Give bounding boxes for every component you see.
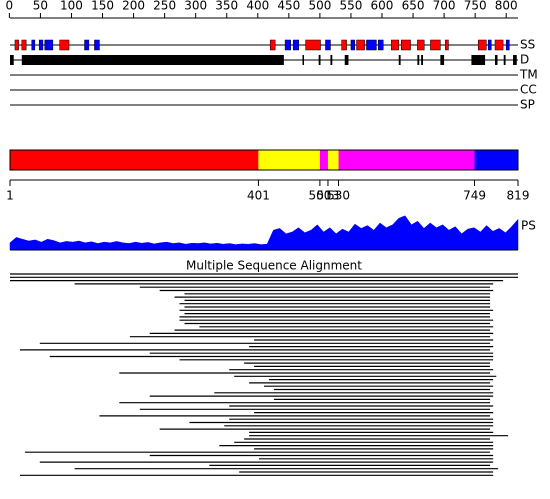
ss-segment: [417, 39, 425, 51]
msa-title: Multiple Sequence Alignment: [186, 259, 362, 273]
ruler-label: 650: [402, 0, 425, 13]
disorder-segment: [318, 55, 321, 65]
disorder-segment: [513, 55, 517, 65]
ss-segment: [14, 39, 19, 51]
boundary-label: 401: [247, 189, 270, 203]
disorder-segment: [10, 55, 14, 65]
ps-label: PS: [521, 219, 536, 233]
disorder-segment: [417, 55, 420, 65]
disorder-segment: [495, 55, 498, 65]
domain: [474, 150, 518, 170]
ss-segment: [341, 39, 347, 51]
disorder-segment: [398, 55, 401, 65]
ss-segment: [356, 39, 365, 51]
ss-segment: [445, 39, 449, 51]
disorder-segment: [330, 55, 333, 65]
domain: [258, 150, 320, 170]
ruler-label: 300: [184, 0, 207, 13]
domain-frame: [9, 149, 519, 171]
disorder-segment: [471, 55, 486, 65]
ss-segment: [21, 39, 27, 51]
track-label: SP: [520, 98, 535, 112]
disorder-segment: [21, 55, 284, 65]
ruler-label: 550: [339, 0, 362, 13]
ss-segment: [478, 39, 487, 51]
ss-segment: [430, 39, 441, 51]
disorder-segment: [302, 55, 305, 65]
track-label: D: [520, 53, 529, 67]
disorder-segment: [344, 55, 349, 65]
ss-segment: [505, 39, 510, 51]
ss-segment: [38, 39, 44, 51]
ruler-label: 500: [308, 0, 331, 13]
domain: [327, 150, 339, 170]
ruler-label: 150: [91, 0, 114, 13]
ruler-label: 0: [6, 0, 14, 13]
ss-segment: [350, 39, 355, 51]
boundary-label: 500: [308, 189, 331, 203]
ss-segment: [494, 39, 504, 51]
ruler-label: 800: [495, 0, 518, 13]
ruler-label: 200: [122, 0, 145, 13]
ss-segment: [487, 39, 492, 51]
boundary-label: 1: [6, 189, 14, 203]
domain: [338, 150, 475, 170]
ss-segment: [31, 39, 36, 51]
ruler-label: 450: [277, 0, 300, 13]
ss-segment: [292, 39, 300, 51]
disorder-segment: [503, 55, 506, 65]
ruler-label: 750: [464, 0, 487, 13]
ruler-label: 400: [246, 0, 269, 13]
ruler-label: 600: [371, 0, 394, 13]
domain: [319, 150, 328, 170]
track-label: TM: [519, 68, 538, 82]
disorder-segment: [421, 55, 423, 65]
ss-segment: [378, 39, 384, 51]
ruler-label: 700: [433, 0, 456, 13]
ruler-label: 100: [60, 0, 83, 13]
ruler-label: 250: [153, 0, 176, 13]
ss-segment: [400, 39, 411, 51]
ruler-label: 50: [33, 0, 48, 13]
track-label: CC: [520, 83, 537, 97]
ruler-label: 350: [215, 0, 238, 13]
ss-segment: [44, 39, 54, 51]
ss-segment: [305, 39, 321, 51]
boundary-label: 513: [317, 189, 340, 203]
ps-profile: [9, 215, 519, 251]
ss-segment: [59, 39, 70, 51]
ss-segment: [84, 39, 90, 51]
track-label: SS: [520, 38, 535, 52]
boundary-label: 819: [507, 189, 530, 203]
ss-segment: [366, 39, 377, 51]
ss-segment: [269, 39, 276, 51]
boundary-label: 749: [463, 189, 486, 203]
domain: [10, 150, 259, 170]
ss-segment: [325, 39, 331, 51]
ss-segment: [284, 39, 291, 51]
ss-segment: [94, 39, 100, 51]
disorder-segment: [440, 55, 445, 65]
ss-segment: [391, 39, 400, 51]
boundary-label: 530: [327, 189, 350, 203]
